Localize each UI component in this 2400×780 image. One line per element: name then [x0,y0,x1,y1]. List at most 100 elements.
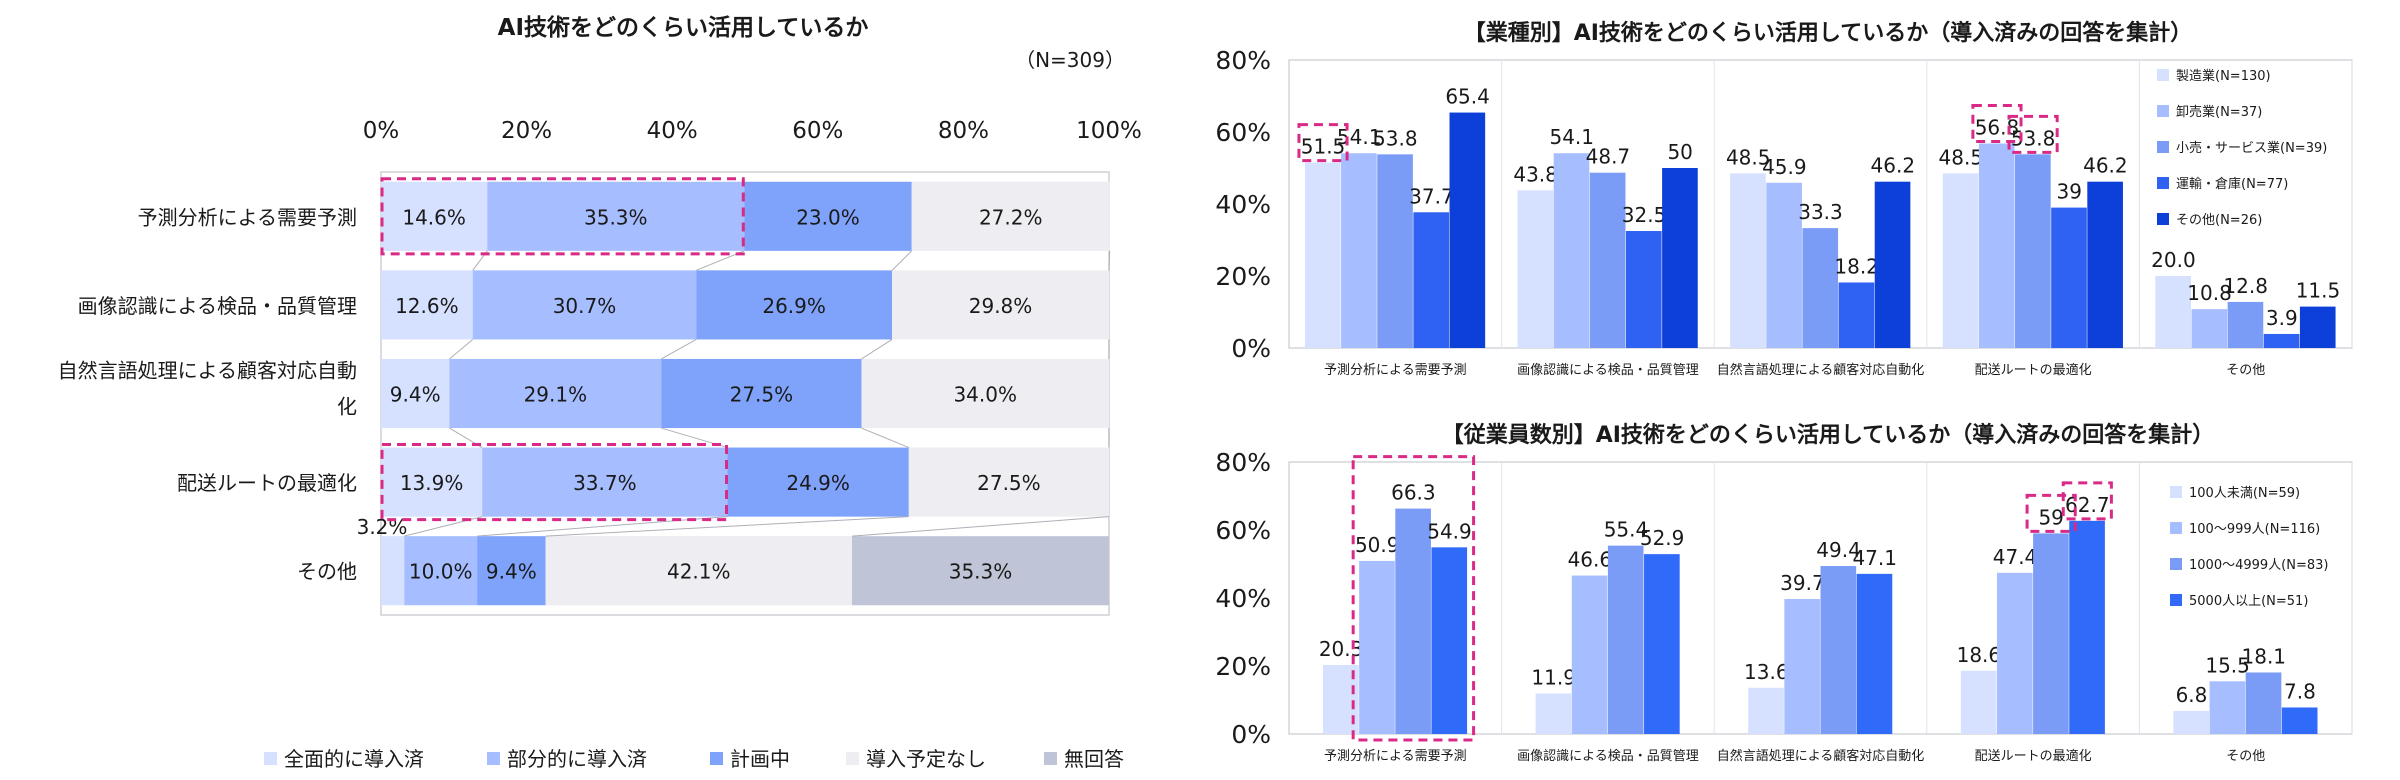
legend-swatch [846,752,859,765]
bar [1730,173,1766,348]
bar [1856,573,1893,734]
data-label: 48.5 [1939,145,1984,169]
segment-label: 29.1% [524,383,588,407]
bar [2155,276,2191,348]
category-label: 画像認識による検品・品質管理 [1517,362,1699,378]
data-label: 51.5 [1301,135,1346,159]
highlight-box [1971,104,2023,144]
stacked-segment [381,447,483,517]
category-label: 配送ルートの最適化 [177,471,357,495]
bar [2087,181,2123,348]
stacked-segment [892,270,1109,340]
bar [2051,207,2087,348]
y-tick-label: 20% [1215,262,1271,291]
highlight-box [380,177,745,256]
legend-swatch [710,752,723,765]
bar [1359,560,1395,734]
legend-label: 全面的に導入済 [284,747,424,771]
category-label: 画像認識による検品・品質管理 [78,294,357,318]
category-label: 予測分析による需要予測 [1324,363,1467,378]
segment-label: 14.6% [402,205,466,229]
x-tick-label: 20% [501,118,552,144]
data-label: 46.2 [1871,154,1916,178]
stacked-segment [545,536,853,606]
stacked-segment [381,536,405,606]
segment-label: 23.0% [796,205,860,229]
stacked-segment [472,270,697,340]
category-label: 自然言語処理による顧客対応自動 [58,359,357,383]
highlight-box [1351,455,1476,742]
bar [2245,672,2282,734]
bar [1978,143,2015,348]
series-connector [545,516,909,537]
stacked-segment [696,270,893,340]
bar [1662,168,1698,348]
data-label: 55.4 [1604,518,1649,542]
data-label: 15.5 [2205,653,2250,677]
bar [2069,520,2105,734]
segment-label: 27.5% [730,383,794,407]
data-label: 7.8 [2284,679,2316,703]
legend-swatch [2170,558,2182,570]
bar [1535,693,1572,734]
bar [2173,710,2210,734]
bar [1341,153,1377,348]
highlight-box [1297,123,1349,163]
bar [2263,333,2300,348]
category-label: 化 [337,395,357,419]
legend-label: 製造業(N=130) [2176,68,2271,84]
series-connector [851,516,1110,537]
industry-bar-chart: 【業種別】AI技術をどのくらい活用しているか（導入済みの回答を集計） 0% 20%… [1215,20,2353,378]
legend-label: 運輸・倉庫(N=77) [2176,177,2288,192]
bar [2191,309,2228,348]
segment-label: 35.3% [949,560,1013,584]
highlight-box [2025,493,2077,533]
stacked-segment [482,447,728,517]
stacked-segment [487,181,745,251]
data-label: 37.7 [1409,184,1454,208]
y-tick-label: 60% [1215,118,1271,147]
segment-label: 27.5% [977,471,1041,495]
bar [1820,566,1857,734]
segment-label: 29.8% [969,294,1033,318]
bar [2033,533,2069,734]
legend-swatch [2170,594,2182,606]
data-label: 52.9 [1640,526,1685,550]
data-label: 54.9 [1427,519,1472,543]
stacked-segment [381,181,488,251]
legend-swatch [2157,213,2169,225]
bar [1553,153,1590,348]
legend-swatch [2170,522,2182,534]
data-label: 6.8 [2176,683,2208,707]
bar [1304,162,1341,348]
y-tick-label: 80% [1215,448,1271,477]
stacked-segment [449,358,662,429]
segment-label: 27.2% [979,205,1043,229]
stacked-segment [911,181,1110,251]
category-label: 自然言語処理による顧客対応自動化 [1717,748,1925,764]
chart2-title: 【業種別】AI技術をどのくらい活用しているか（導入済みの回答を集計） [1464,20,2193,46]
series-connector [891,250,913,271]
segment-label: 9.4% [486,560,537,584]
data-label: 53.8 [2011,126,2056,150]
y-tick-label: 80% [1215,46,1271,75]
legend-swatch [1044,752,1057,765]
series-connector [861,339,893,360]
bar [1395,508,1431,734]
bar [1766,182,1802,348]
stacked-segment [404,536,478,606]
bar [1802,228,1839,348]
x-tick-label: 100% [1076,118,1142,144]
data-label: 39.7 [1780,571,1825,595]
stacked-segment [727,447,909,517]
segment-label: 12.6% [395,294,459,318]
data-label: 48.7 [1586,145,1631,169]
bar [1996,572,2033,734]
legend-swatch [2157,141,2169,153]
data-label: 54.1 [1549,125,1594,149]
data-label: 43.8 [1513,162,1558,186]
bar [1838,282,1875,348]
category-label: その他 [2226,749,2265,764]
bar [1589,172,1626,348]
stacked-segment [661,358,862,429]
